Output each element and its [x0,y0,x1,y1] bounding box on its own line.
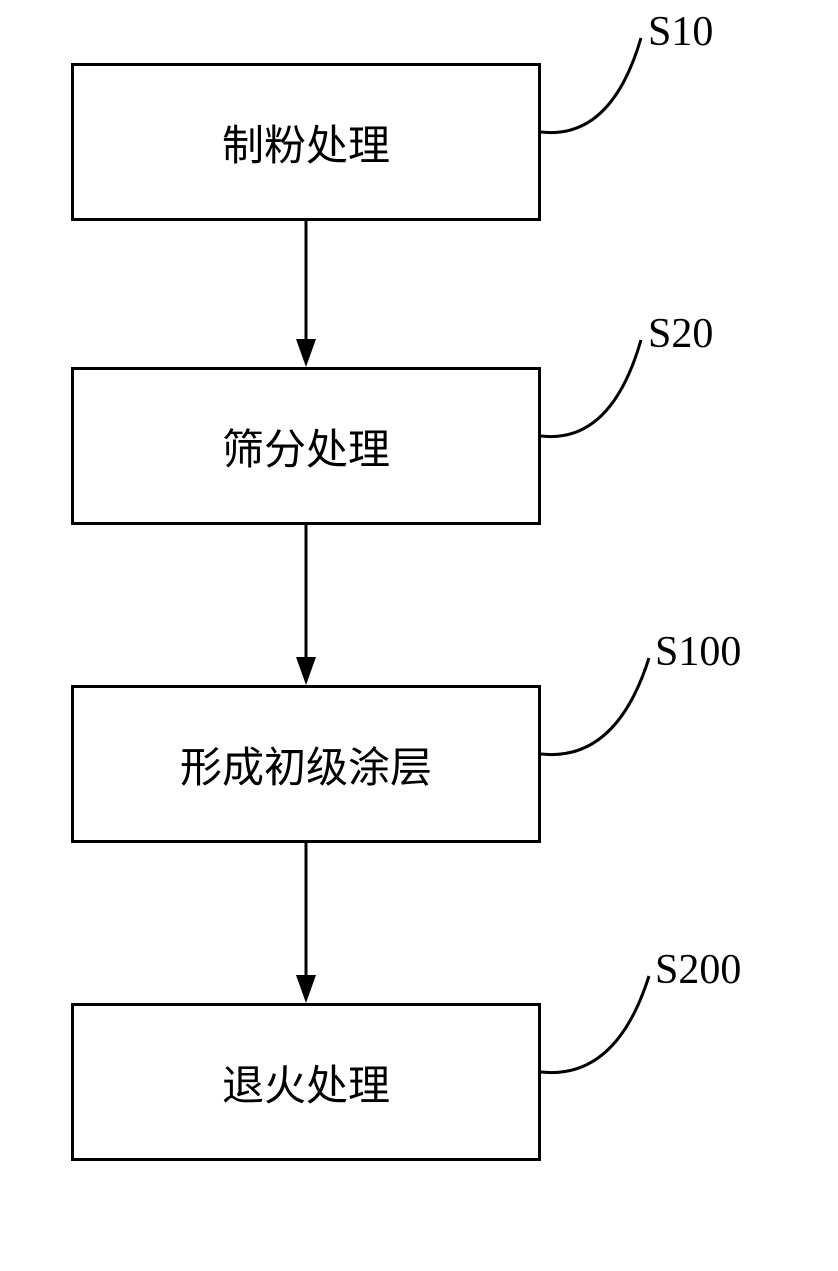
curve-connector-4 [541,968,671,1088]
arrow-3 [291,843,321,1003]
step-text-1: 制粉处理 [222,112,390,173]
arrow-2 [291,525,321,685]
step-box-4: 退火处理 [71,1003,541,1161]
flowchart-container: 制粉处理 S10 筛分处理 S20 形成初级涂层 S100 [0,0,838,1271]
step-box-3: 形成初级涂层 [71,685,541,843]
step-text-2: 筛分处理 [222,416,390,477]
step-text-3: 形成初级涂层 [180,734,432,795]
step-box-1: 制粉处理 [71,63,541,221]
step-box-2: 筛分处理 [71,367,541,525]
step-text-4: 退火处理 [222,1052,390,1113]
curve-connector-3 [541,650,671,770]
arrow-1 [291,221,321,367]
curve-connector-1 [541,30,661,150]
curve-connector-2 [541,332,661,452]
